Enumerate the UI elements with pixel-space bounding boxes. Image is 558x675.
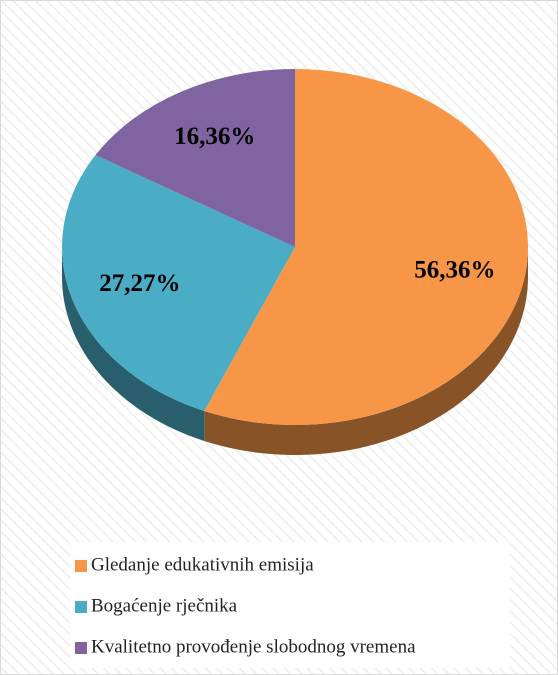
- legend-box: [70, 542, 510, 668]
- legend-swatch: [75, 560, 87, 572]
- data-label: 56,36%: [414, 256, 495, 283]
- legend-label: Bogaćenje rječnika: [91, 595, 238, 616]
- legend-swatch: [75, 642, 87, 654]
- slice: [61, 155, 295, 411]
- legend-label: Gledanje edukativnih emisija: [91, 554, 314, 575]
- data-label: 16,36%: [174, 123, 255, 150]
- slice-side: [204, 247, 529, 455]
- data-label: 27,27%: [99, 270, 180, 297]
- legend-label: Kvalitetno provođenje slobodnog vremena: [91, 636, 416, 657]
- slice: [95, 69, 295, 247]
- pie: 56,36% 27,27% 16,36%: [61, 69, 529, 455]
- legend-swatch: [75, 601, 87, 613]
- legend: Gledanje edukativnih emisija Bogaćenje rj…: [75, 554, 416, 657]
- slice-side: [62, 247, 205, 441]
- slice: [204, 69, 529, 425]
